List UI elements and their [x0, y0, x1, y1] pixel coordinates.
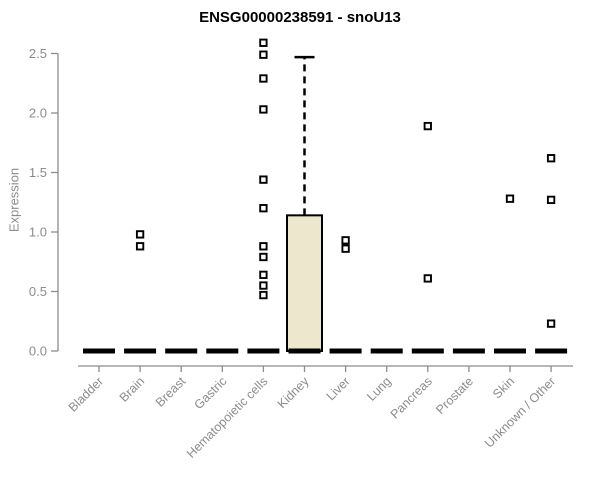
- median-line: [288, 348, 321, 354]
- outlier-point: [259, 38, 268, 47]
- median-line: [165, 348, 198, 354]
- outlier-point: [341, 236, 350, 245]
- outlier-point: [259, 50, 268, 59]
- outlier-point: [259, 175, 268, 184]
- x-category-label: Prostate: [433, 374, 476, 417]
- x-category-label: Liver: [324, 374, 353, 403]
- median-line: [206, 348, 239, 354]
- x-category-label: Gastric: [192, 374, 230, 412]
- median-line: [329, 348, 362, 354]
- y-tick-label: 0.0: [29, 344, 47, 359]
- outlier-point: [259, 242, 268, 251]
- outlier-point: [423, 121, 432, 131]
- outlier-point: [259, 105, 268, 114]
- x-category-label: Skin: [490, 374, 517, 401]
- x-category-label: Kidney: [275, 374, 312, 411]
- outlier-point: [135, 242, 145, 251]
- x-category-label: Breast: [153, 374, 189, 410]
- outlier-point: [259, 270, 268, 279]
- x-category-label: Unknown / Other: [482, 374, 558, 450]
- box: [286, 214, 323, 352]
- outlier-point: [505, 194, 515, 203]
- median-line: [370, 348, 403, 354]
- x-category-label: Brain: [117, 374, 148, 405]
- median-line: [494, 348, 526, 354]
- outlier-point: [546, 195, 556, 205]
- median-line: [247, 348, 280, 354]
- outlier-point: [546, 154, 556, 163]
- outlier-point: [259, 252, 268, 262]
- median-line: [452, 348, 485, 354]
- x-category-label: Pancreas: [388, 374, 435, 421]
- outlier-point: [546, 319, 556, 328]
- outlier-point: [259, 74, 268, 83]
- median-line: [411, 348, 444, 354]
- x-category-label: Lung: [364, 374, 394, 404]
- y-tick-label: 0.5: [29, 284, 47, 299]
- median-line: [124, 348, 157, 354]
- outlier-point: [259, 290, 268, 300]
- outlier-point: [135, 230, 145, 239]
- outlier-point: [341, 244, 350, 253]
- y-tick-label: 1.5: [29, 165, 47, 180]
- median-line: [535, 348, 568, 354]
- x-category-label: Bladder: [66, 374, 106, 414]
- chart-title: ENSG00000238591 - snoU13: [199, 9, 401, 26]
- outlier-point: [259, 204, 268, 213]
- outlier-point: [259, 281, 268, 290]
- y-tick-label: 1.0: [29, 225, 47, 240]
- y-tick-label: 2.5: [29, 46, 47, 61]
- y-tick-label: 2.0: [29, 106, 47, 121]
- x-category-label: Hematopoietic cells: [184, 374, 271, 461]
- outlier-point: [423, 274, 432, 283]
- median-line: [83, 348, 115, 354]
